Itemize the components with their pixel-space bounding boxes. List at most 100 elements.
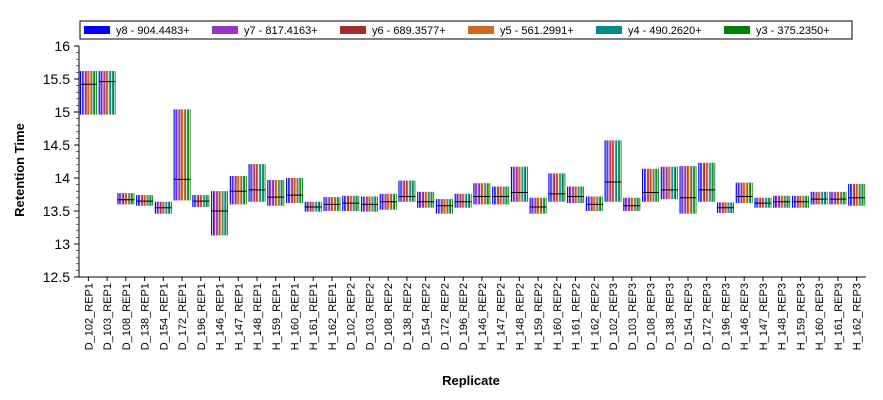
bar-group <box>716 202 734 213</box>
bar-group <box>473 183 491 205</box>
y-tick-label: 14.5 <box>43 137 70 153</box>
x-tick-label: D_154_REP2 <box>421 283 433 350</box>
x-tick-label: H_161_REP3 <box>833 283 845 350</box>
legend-label: y7 - 817.4163+ <box>244 25 318 37</box>
x-tick-label: D_172_REP1 <box>177 283 189 350</box>
bar-group <box>79 71 97 115</box>
bar-group <box>117 193 135 205</box>
bar-group <box>735 182 753 204</box>
bar-group <box>211 191 229 236</box>
x-tick-label: D_108_REP2 <box>383 283 395 350</box>
x-tick-label: D_103_REP1 <box>102 283 114 350</box>
bar-group <box>229 176 247 205</box>
axes: 12.5 13 13.5 14 14.5 15 15.5 16 <box>43 38 866 285</box>
bar-group <box>585 196 603 211</box>
bar-group <box>679 166 697 214</box>
y-tick-label: 15.5 <box>43 71 70 87</box>
y-tick-label: 14 <box>54 170 70 186</box>
x-tick-label: H_160_REP3 <box>814 283 826 350</box>
x-tick-label: D_196_REP2 <box>458 283 470 350</box>
x-tick-label: H_162_REP2 <box>589 283 601 350</box>
x-tick-label: H_162_REP3 <box>852 283 864 350</box>
bar-group <box>417 191 435 208</box>
x-tick-label: D_172_REP3 <box>702 283 714 350</box>
legend-label: y8 - 904.4483+ <box>116 25 190 37</box>
bar-group <box>192 195 210 208</box>
bar-group <box>248 164 266 202</box>
x-tick-label: H_146_REP2 <box>477 283 489 350</box>
y-tick-label: 13 <box>54 236 70 252</box>
bar-group <box>323 197 341 211</box>
x-tick-label: H_148_REP2 <box>514 283 526 350</box>
bar-group <box>548 173 566 202</box>
bar-group <box>773 195 791 208</box>
x-tick-label: D_102_REP1 <box>83 283 95 350</box>
y-tick-label: 16 <box>54 38 70 54</box>
bar-group <box>398 180 416 202</box>
x-tick-label: D_172_REP2 <box>439 283 451 350</box>
y-tick-label: 15 <box>54 104 70 120</box>
bar-group <box>642 168 660 202</box>
bar-group <box>698 162 716 202</box>
x-tick-label: D_102_REP3 <box>608 283 620 350</box>
x-tick-label: D_196_REP3 <box>720 283 732 350</box>
legend-swatch <box>468 26 494 34</box>
bar-group <box>810 191 828 205</box>
x-tick-label: D_102_REP2 <box>346 283 358 350</box>
legend-swatch <box>212 26 238 34</box>
bar-group <box>791 195 809 208</box>
bar-group <box>173 109 191 201</box>
x-tick-labels: D_102_REP1 D_103_REP1 D_108_REP1 D_138_REP1… <box>83 277 864 350</box>
x-tick-label: H_161_REP2 <box>571 283 583 350</box>
bar-group <box>754 197 772 208</box>
legend-label: y3 - 375.2350+ <box>756 25 830 37</box>
x-tick-label: H_147_REP1 <box>233 283 245 350</box>
x-tick-label: H_147_REP3 <box>758 283 770 350</box>
bar-group <box>623 197 641 211</box>
x-tick-label: D_154_REP1 <box>158 283 170 350</box>
bar-group <box>492 186 510 205</box>
x-tick-label: H_159_REP3 <box>795 283 807 350</box>
bar-group <box>136 195 154 206</box>
bar-group <box>360 196 378 212</box>
bar-group <box>98 71 116 115</box>
x-tick-label: D_138_REP2 <box>402 283 414 350</box>
legend-swatch <box>596 26 622 34</box>
x-tick-label: H_148_REP3 <box>777 283 789 350</box>
x-tick-label: D_138_REP3 <box>664 283 676 350</box>
bar-group <box>660 166 678 200</box>
x-tick-label: D_108_REP3 <box>646 283 658 350</box>
bar-group <box>454 193 472 208</box>
bar-group <box>604 140 622 202</box>
bar-group <box>529 197 547 214</box>
x-tick-label: D_103_REP2 <box>364 283 376 350</box>
legend-swatch <box>340 26 366 34</box>
x-tick-label: D_103_REP3 <box>627 283 639 350</box>
y-tick-label: 13.5 <box>43 203 70 219</box>
x-tick-label: H_159_REP1 <box>271 283 283 350</box>
legend-swatch <box>724 26 750 34</box>
legend-label: y4 - 490.2620+ <box>628 25 702 37</box>
bar-group <box>379 193 397 210</box>
legend: y8 - 904.4483+ y7 - 817.4163+ y6 - 689.357… <box>79 20 853 40</box>
x-tick-label: H_148_REP1 <box>252 283 264 350</box>
x-tick-label: H_146_REP3 <box>739 283 751 350</box>
y-axis-title: Retention Time <box>12 123 27 217</box>
bar-group <box>304 201 322 212</box>
bar-group <box>848 183 866 206</box>
x-tick-label: H_146_REP1 <box>215 283 227 350</box>
y-tick-label: 12.5 <box>43 269 70 285</box>
x-tick-label: D_108_REP1 <box>121 283 133 350</box>
bar-group <box>510 166 528 202</box>
legend-swatch <box>84 26 110 34</box>
x-axis-title: Replicate <box>442 373 500 388</box>
x-tick-label: H_160_REP1 <box>289 283 301 350</box>
x-tick-label: H_160_REP2 <box>552 283 564 350</box>
bar-group <box>829 191 847 205</box>
legend-label: y6 - 689.3577+ <box>372 25 446 37</box>
legend-box <box>79 20 853 40</box>
bar-groups <box>79 71 866 236</box>
x-tick-label: D_138_REP1 <box>140 283 152 350</box>
bar-group <box>154 201 172 214</box>
